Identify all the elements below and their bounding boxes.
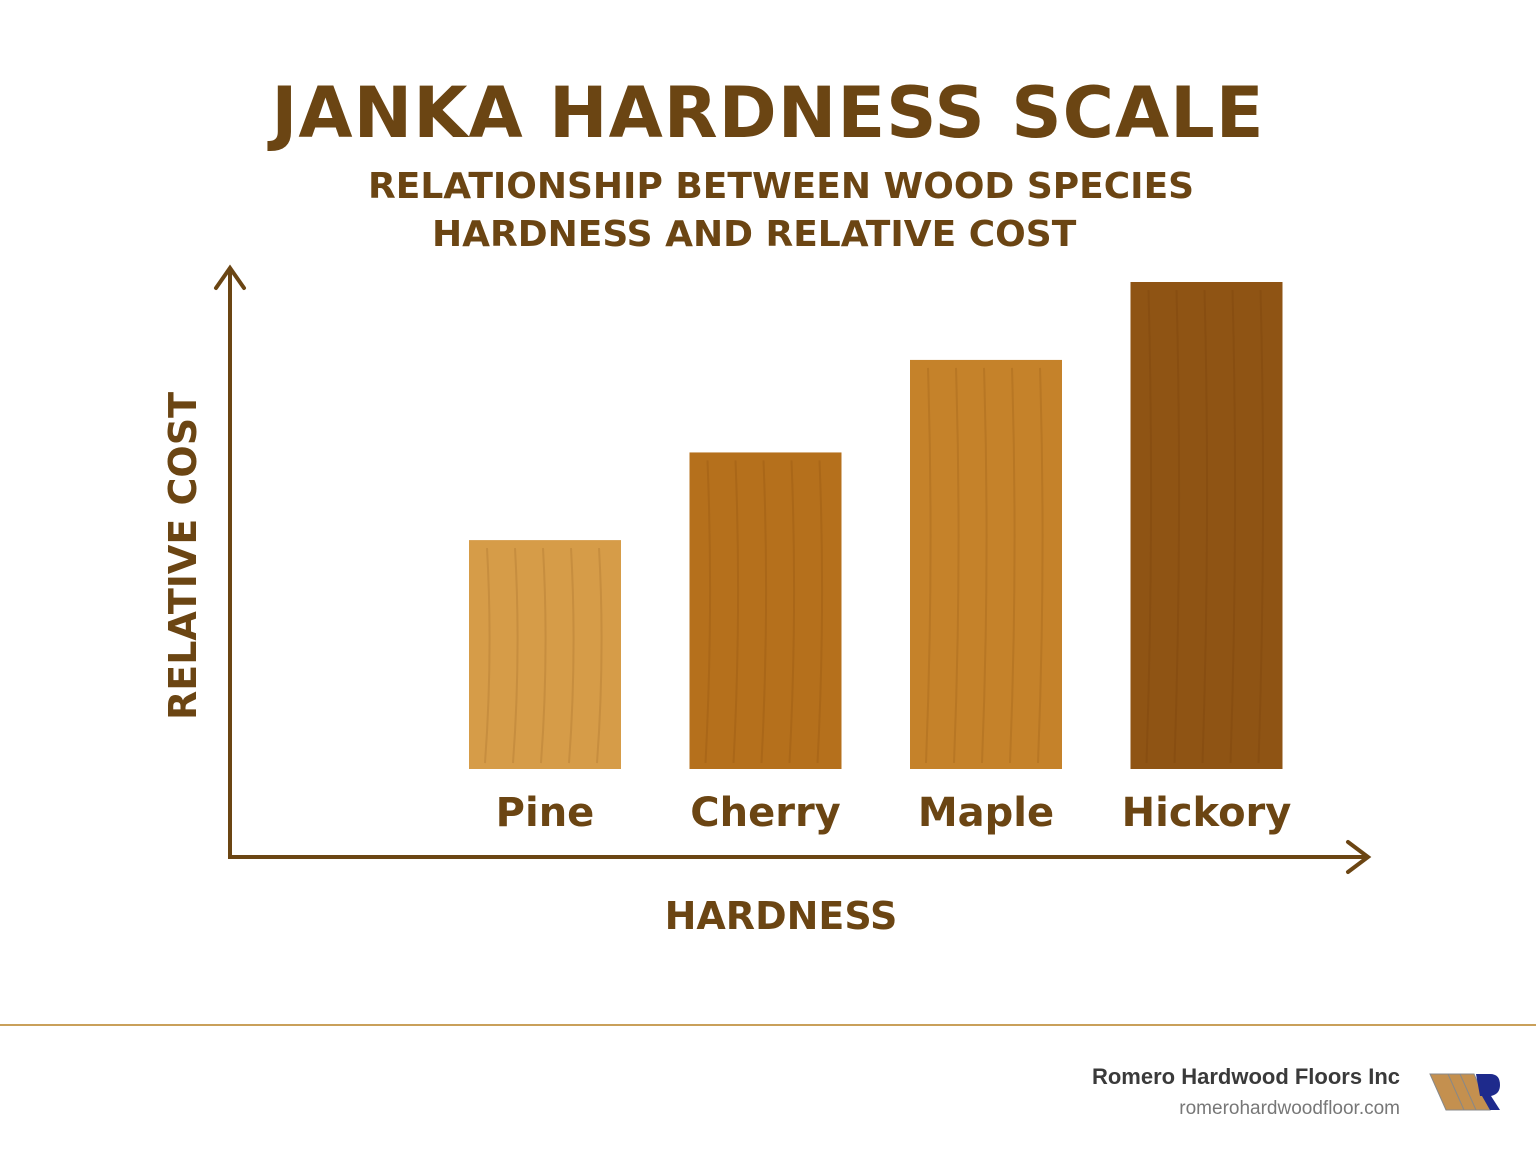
y-axis-label: RELATIVE COST (161, 392, 205, 720)
x-axis-arrow (1346, 840, 1372, 874)
bar-maple (910, 359, 1062, 769)
wood-grain (925, 367, 932, 764)
wood-grain (732, 460, 740, 764)
footer-divider (0, 1024, 1536, 1026)
company-website: romerohardwoodfloor.com (1179, 1098, 1400, 1119)
wood-grain (484, 548, 491, 764)
wood-grain (704, 460, 712, 764)
x-tick-label: Maple (918, 790, 1054, 836)
wood-grain (953, 367, 960, 764)
bar-chart: Pine Cherry Maple Hickory HARDNESS RELATIVE… (161, 264, 1372, 938)
company-name: Romero Hardwood Floors Inc (1091, 1064, 1400, 1089)
chart-title: JANKA HARDNESS SCALE (271, 72, 1265, 154)
x-tick-label: Hickory (1122, 790, 1292, 836)
wood-grain (1257, 289, 1265, 764)
wood-grain (540, 548, 547, 764)
wood-grain (596, 548, 603, 764)
bar-pine (469, 540, 621, 769)
x-axis-label: HARDNESS (665, 894, 898, 938)
wood-grain (512, 548, 519, 764)
bar-hickory (1130, 282, 1283, 769)
wood-grain (1201, 289, 1209, 764)
wood-grain (981, 367, 988, 764)
x-tick-label: Cherry (690, 790, 841, 836)
company-logo (1429, 1073, 1500, 1111)
wood-grain (760, 460, 768, 764)
wood-grain (816, 460, 824, 764)
wood-grain (1037, 367, 1044, 764)
chart-subtitle-line-2: HARDNESS AND RELATIVE COST (432, 214, 1077, 255)
chart-subtitle-line-1: RELATIONSHIP BETWEEN WOOD SPECIES (368, 166, 1195, 207)
wood-grain (568, 548, 575, 764)
wood-grain (788, 460, 796, 764)
bar-cherry (689, 452, 842, 769)
wood-grain (1145, 289, 1153, 764)
wood-grain (1009, 367, 1016, 764)
y-axis-arrow (214, 264, 246, 290)
x-tick-label: Pine (496, 790, 595, 836)
wood-grain (1173, 289, 1181, 764)
wood-grain (1229, 289, 1237, 764)
